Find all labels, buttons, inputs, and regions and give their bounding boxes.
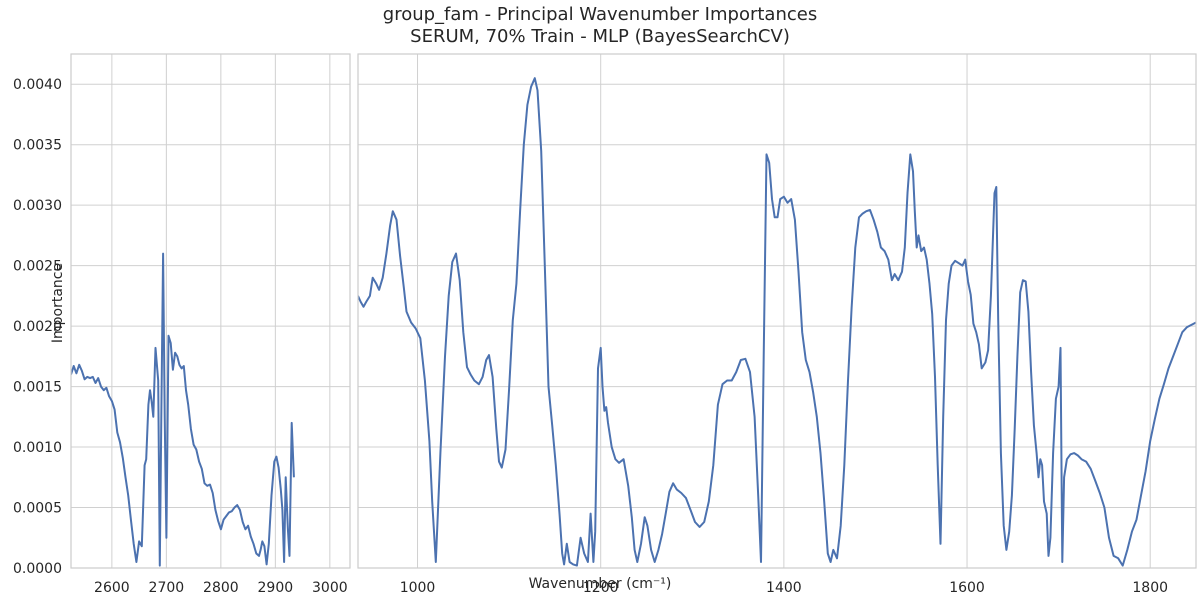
series-line <box>358 77 1196 567</box>
y-tick-label: 0.0020 <box>13 319 62 335</box>
series-line <box>71 252 295 567</box>
y-tick-label: 0.0005 <box>13 501 62 517</box>
y-tick-label: 0.0040 <box>13 77 62 93</box>
x-tick-label: 2700 <box>149 580 185 596</box>
y-tick-label: 0.0035 <box>13 138 62 154</box>
panel-1: 2600 2700 2800 2900 3000 <box>70 53 351 596</box>
x-axis-label: Wavenumber (cm⁻¹) <box>529 576 672 592</box>
panel-2: 1000 1200 1400 1600 1800 <box>357 53 1197 596</box>
panels-layer: 2600 2700 2800 2900 3000 1000 1200 1400 1600 1800… <box>13 53 1197 596</box>
x-tick-label: 1200 <box>583 580 619 596</box>
panel-frame <box>70 53 351 569</box>
y-tick-label: 0.0000 <box>13 561 62 577</box>
x-tick-label: 2800 <box>203 580 239 596</box>
x-tick-label: 1400 <box>766 580 802 596</box>
y-tick-label: 0.0025 <box>13 259 62 275</box>
y-axis-label: Importance <box>50 263 66 343</box>
x-tick-label: 1000 <box>400 580 436 596</box>
chart-subtitle: SERUM, 70% Train - MLP (BayesSearchCV) <box>410 26 790 47</box>
y-tick-label: 0.0010 <box>13 440 62 456</box>
x-tick-label: 2900 <box>258 580 294 596</box>
chart-title: group_fam - Principal Wavenumber Importa… <box>383 4 817 25</box>
panel-frame <box>357 53 1197 569</box>
x-tick-label: 2600 <box>94 580 130 596</box>
y-tick-label: 0.0015 <box>13 380 62 396</box>
x-tick-label: 1600 <box>949 580 985 596</box>
y-tick-label: 0.0030 <box>13 198 62 214</box>
x-tick-label: 3000 <box>312 580 348 596</box>
x-tick-label: 1800 <box>1132 580 1168 596</box>
